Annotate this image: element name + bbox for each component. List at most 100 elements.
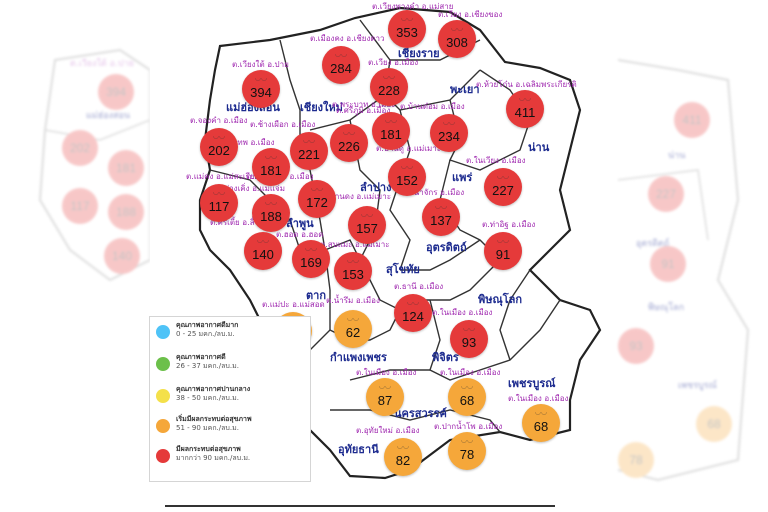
pm25-value: 188	[260, 208, 282, 224]
ghost-province-label: แม่ฮ่องสอน	[86, 111, 131, 121]
border-phetchabun	[479, 299, 561, 371]
legend-title: คุณภาพอากาศดี	[176, 353, 226, 361]
province-label-phetchabun: เพชรบูรณ์	[508, 377, 556, 390]
ghost-station-bubble: 117	[62, 188, 98, 224]
legend-item-unhealthy: มีผลกระทบต่อสุขภาพ มากกว่า 90 มคก./ลบ.ม.	[156, 445, 250, 463]
station-bubble[interactable]: ◡◡ 181	[372, 112, 410, 150]
province-label-uttaradit: อุตรดิตถ์	[426, 241, 467, 254]
district-label: ต.อุทัยใหม่ อ.เมือง	[356, 426, 420, 435]
district-label: ต.นาจักร อ.เมือง	[406, 188, 465, 197]
station-bubble[interactable]: ◡◡ 169	[292, 240, 330, 278]
province-label-phitsanulok: พิษณุโลก	[478, 293, 523, 306]
station-bubble[interactable]: ◡◡ 93	[450, 320, 488, 358]
legend-title: เริ่มมีผลกระทบต่อสุขภาพ	[176, 415, 252, 423]
ghost-province-label: เพชรบูรณ์	[678, 381, 717, 391]
district-label: ต.น้ำรึม อ.เมือง	[326, 296, 380, 305]
face-icon: ◡◡	[212, 189, 226, 196]
province-label-phrae: แพร่	[452, 171, 473, 184]
station-bubble[interactable]: ◡◡ 78	[448, 432, 486, 470]
station-bubble[interactable]: ◡◡ 87	[366, 378, 404, 416]
district-label: ต.เวียง อ.เชียงของ	[438, 10, 503, 19]
pm25-value: 82	[395, 452, 411, 468]
pm25-value: 169	[300, 254, 322, 270]
pm25-value: 308	[446, 34, 468, 50]
province-label-chiangmai: เชียงใหม่	[300, 101, 343, 114]
station-bubble[interactable]: ◡◡ 157	[348, 206, 386, 244]
face-icon: ◡◡	[518, 95, 532, 102]
face-icon: ◡◡	[462, 325, 476, 332]
district-label: ต.ช่างเคิ่ง อ.แม่แจ่ม	[216, 184, 285, 193]
face-icon: ◡◡	[534, 409, 548, 416]
district-label: ต.ในเมือง อ.เมือง	[508, 394, 569, 403]
face-icon: ◡◡	[334, 51, 348, 58]
pm25-value: 68	[533, 418, 549, 434]
station-bubble[interactable]: ◡◡ 181	[252, 148, 290, 186]
province-label-sukhothai: สุโขทัย	[386, 263, 420, 276]
legend-green-dot-icon	[156, 357, 170, 371]
station-bubble[interactable]: ◡◡ 202	[200, 128, 238, 166]
pm25-value: 152	[396, 172, 418, 188]
station-bubble[interactable]: ◡◡ 227	[484, 168, 522, 206]
face-icon: ◡◡	[384, 117, 398, 124]
station-bubble[interactable]: ◡◡ 188	[252, 194, 290, 232]
station-bubble[interactable]: ◡◡ 234	[430, 114, 468, 152]
face-icon: ◡◡	[400, 15, 414, 22]
station-bubble[interactable]: ◡◡ 62	[334, 310, 372, 348]
station-bubble[interactable]: ◡◡ 153	[334, 252, 372, 290]
district-label: ต.บ้านดู่ อ.แม่เมาะ	[376, 144, 442, 153]
province-label-phichit: พิจิตร	[432, 351, 459, 364]
face-icon: ◡◡	[496, 173, 510, 180]
pm25-value: 93	[461, 334, 477, 350]
ghost-district-label: ต.เวียงใต้ อ.ปาย	[70, 59, 134, 69]
station-bubble[interactable]: ◡◡ 226	[330, 124, 368, 162]
station-bubble[interactable]: ◡◡ 411	[506, 90, 544, 128]
province-label-nan: น่าน	[528, 141, 550, 154]
face-icon: ◡◡	[254, 75, 268, 82]
pm25-value: 68	[459, 392, 475, 408]
station-bubble[interactable]: ◡◡ 221	[290, 132, 328, 170]
ghost-station-bubble: 93	[618, 328, 654, 364]
station-bubble[interactable]: ◡◡ 68	[522, 404, 560, 442]
pm25-value: 91	[495, 246, 511, 262]
ghost-province-label: อุตรดิตถ์	[636, 239, 670, 249]
legend-yellow-dot-icon	[156, 389, 170, 403]
province-label-nakhonsawan: นครสวรรค์	[394, 407, 447, 420]
province-label-lamphun: ลำพูน	[286, 217, 314, 230]
pm25-value: 202	[208, 142, 230, 158]
bottom-divider	[165, 505, 555, 507]
face-icon: ◡◡	[212, 133, 226, 140]
ghost-left-map	[38, 48, 150, 282]
pm25-value: 157	[356, 220, 378, 236]
face-icon: ◡◡	[264, 199, 278, 206]
station-bubble[interactable]: ◡◡ 82	[384, 438, 422, 476]
station-bubble[interactable]: ◡◡ 284	[322, 46, 360, 84]
district-label: ต.สุเทพ อ.เมือง	[222, 138, 275, 147]
province-label-tak: ตาก	[306, 289, 326, 302]
face-icon: ◡◡	[346, 257, 360, 264]
station-bubble[interactable]: ◡◡ 68	[448, 378, 486, 416]
border-uthaithani	[330, 409, 501, 433]
ghost-station-bubble: 78	[618, 442, 654, 478]
district-label: ต.ในเมือง อ.เมือง	[356, 368, 417, 377]
district-label: ต.ในเวียง อ.เมือง	[466, 156, 526, 165]
station-bubble[interactable]: ◡◡ 228	[370, 68, 408, 106]
station-bubble[interactable]: ◡◡ 140	[244, 232, 282, 270]
station-bubble[interactable]: ◡◡ 353	[388, 10, 426, 48]
station-bubble[interactable]: ◡◡ 308	[438, 20, 476, 58]
face-icon: ◡◡	[378, 383, 392, 390]
district-label: ต.ปากน้ำโพ อ.เมือง	[434, 422, 503, 431]
station-bubble[interactable]: ◡◡ 172	[298, 180, 336, 218]
district-label: ต.ห้วยโก๋น อ.เฉลิมพระเกียรติ	[476, 80, 577, 89]
face-icon: ◡◡	[342, 129, 356, 136]
pm25-value: 221	[298, 146, 320, 162]
face-icon: ◡◡	[496, 237, 510, 244]
face-icon: ◡◡	[460, 383, 474, 390]
station-bubble[interactable]: ◡◡ 124	[394, 294, 432, 332]
pm25-value: 140	[252, 246, 274, 262]
station-bubble[interactable]: ◡◡ 117	[200, 184, 238, 222]
border-maehongson-chiangmai	[279, 39, 331, 330]
station-bubble[interactable]: ◡◡ 137	[422, 198, 460, 236]
station-bubble[interactable]: ◡◡ 394	[242, 70, 280, 108]
station-bubble[interactable]: ◡◡ 152	[388, 158, 426, 196]
station-bubble[interactable]: ◡◡ 91	[484, 232, 522, 270]
